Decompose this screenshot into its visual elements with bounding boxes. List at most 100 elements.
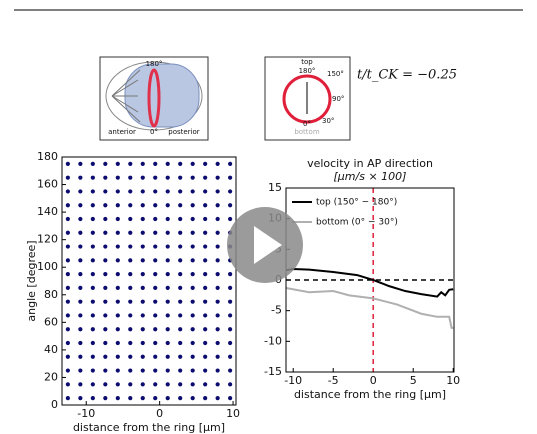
point (215, 203, 220, 208)
point (140, 216, 145, 222)
point (165, 285, 170, 290)
point (128, 327, 133, 332)
point (103, 230, 108, 235)
point (178, 299, 183, 304)
point (103, 396, 108, 401)
y-tick-label: 40 (44, 343, 58, 356)
point (128, 203, 133, 208)
point (90, 313, 95, 318)
point (190, 368, 195, 373)
point (190, 216, 195, 222)
point (128, 189, 133, 194)
point (178, 161, 183, 166)
point (65, 258, 70, 263)
point (228, 175, 233, 180)
point (65, 216, 70, 222)
point (90, 272, 95, 277)
point (115, 299, 120, 304)
point (128, 244, 133, 249)
point (140, 313, 145, 318)
point (153, 258, 158, 263)
x-tick-label: -5 (328, 374, 339, 387)
point (203, 244, 208, 249)
point (103, 327, 108, 332)
point (228, 396, 233, 401)
point (153, 285, 158, 290)
series-line (285, 267, 454, 298)
y-tick-label: 100 (37, 260, 58, 273)
inset-label: posterior (168, 128, 200, 136)
point (65, 340, 70, 346)
point (128, 340, 133, 346)
point (153, 313, 158, 318)
point (203, 382, 208, 387)
point (78, 161, 83, 166)
point (115, 244, 120, 249)
point (153, 175, 158, 180)
point (115, 327, 120, 332)
point (165, 161, 170, 166)
point (190, 299, 195, 304)
x-axis-label: distance from the ring [μm] (294, 388, 446, 401)
point (215, 382, 220, 387)
point (153, 327, 158, 332)
point (65, 272, 70, 277)
chart-subtitle: [μm/s × 100] (334, 170, 407, 183)
point (190, 175, 195, 180)
point (103, 216, 108, 222)
plot-frame (61, 156, 237, 406)
y-tick-label: 80 (44, 288, 58, 301)
point (190, 161, 195, 166)
point (78, 244, 83, 249)
point (203, 285, 208, 290)
point (178, 313, 183, 318)
point (90, 354, 95, 359)
point (78, 368, 83, 373)
point (165, 203, 170, 208)
play-button[interactable] (227, 207, 303, 283)
point (115, 285, 120, 290)
point (65, 354, 70, 359)
point (165, 354, 170, 359)
inset-label: 180° (146, 60, 163, 68)
point (78, 285, 83, 290)
point (115, 175, 120, 180)
point (140, 382, 145, 387)
point (78, 272, 83, 277)
inset-label: 150° (327, 70, 344, 78)
point (140, 327, 145, 332)
point (215, 285, 220, 290)
legend-label: top (150° − 180°) (316, 198, 397, 208)
point (128, 258, 133, 263)
x-tick-label: 10 (226, 407, 240, 420)
point (190, 230, 195, 235)
y-axis-label: angle [degree] (25, 240, 38, 321)
point (215, 396, 220, 401)
point (103, 161, 108, 166)
point (178, 216, 183, 222)
x-tick-label: 0 (156, 407, 163, 420)
embryo-lines (111, 69, 141, 123)
play-icon[interactable] (254, 226, 282, 264)
point (65, 203, 70, 208)
point (203, 327, 208, 332)
point (165, 230, 170, 235)
ring-circle (282, 74, 332, 124)
x-tick-label: 0 (370, 374, 377, 387)
point (165, 299, 170, 304)
point (78, 382, 83, 387)
point (78, 396, 83, 401)
point (215, 258, 220, 263)
point (190, 285, 195, 290)
point (90, 396, 95, 401)
point (103, 272, 108, 277)
point (153, 203, 158, 208)
point (128, 354, 133, 359)
point (140, 175, 145, 180)
point (178, 244, 183, 249)
point (140, 368, 145, 373)
point (228, 216, 233, 222)
point (90, 230, 95, 235)
y-tick-label: 140 (37, 205, 58, 218)
